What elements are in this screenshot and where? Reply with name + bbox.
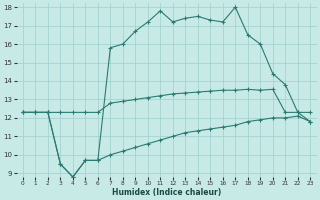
X-axis label: Humidex (Indice chaleur): Humidex (Indice chaleur) — [112, 188, 221, 197]
